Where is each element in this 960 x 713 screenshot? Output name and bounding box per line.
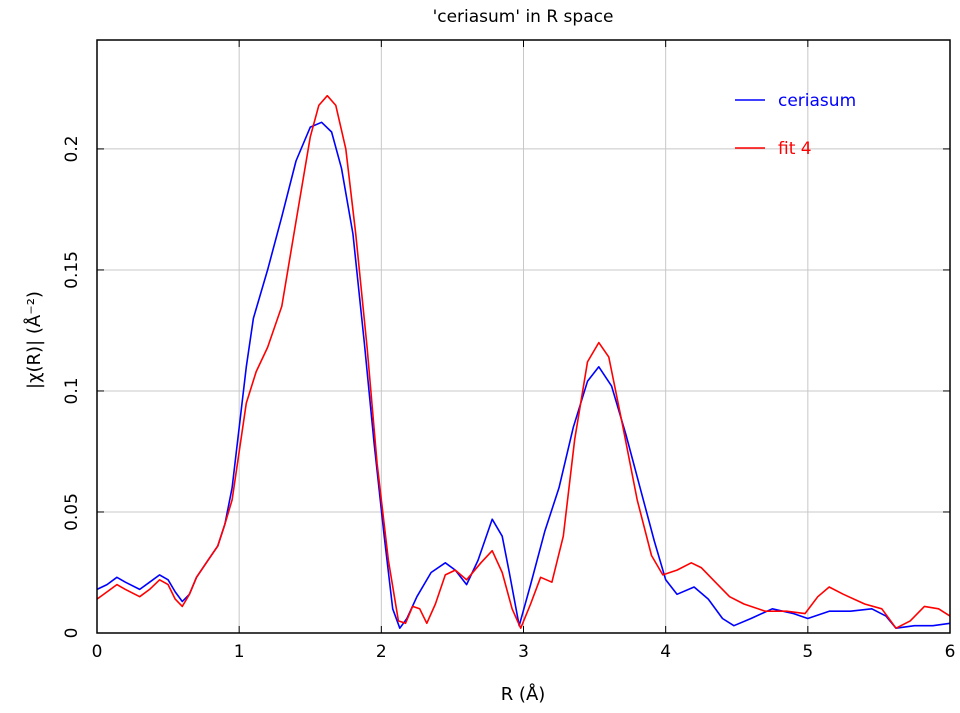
legend-label: ceriasum (778, 91, 856, 111)
x-tick-label: 6 (945, 642, 956, 662)
y-tick-label: 0.1 (62, 377, 82, 404)
legend: ceriasum fit 4 (735, 91, 856, 159)
x-tick-label: 2 (376, 642, 387, 662)
y-tick-label: 0.05 (62, 493, 82, 531)
x-tick-label: 0 (92, 642, 103, 662)
chart-title: 'ceriasum' in R space (433, 7, 614, 27)
x-tick-label: 5 (802, 642, 813, 662)
y-tick-label: 0.15 (62, 251, 82, 289)
y-tick-label: 0 (62, 628, 82, 639)
series-layer (96, 94, 951, 629)
x-tick-label: 3 (518, 642, 529, 662)
legend-label: fit 4 (778, 139, 812, 159)
ticks (96, 40, 951, 634)
tick-labels: 0 1 2 3 4 5 6 0 0.05 0.1 0.15 0.2 (62, 135, 955, 662)
x-tick-label: 4 (660, 642, 671, 662)
y-axis-label: |χ(R)| (Å⁻²) (23, 291, 45, 389)
y-tick-label: 0.2 (62, 135, 82, 162)
x-axis-label: R (Å) (501, 683, 546, 705)
x-tick-label: 1 (234, 642, 245, 662)
series-line-fit-4 (96, 94, 951, 629)
grid (97, 40, 950, 633)
